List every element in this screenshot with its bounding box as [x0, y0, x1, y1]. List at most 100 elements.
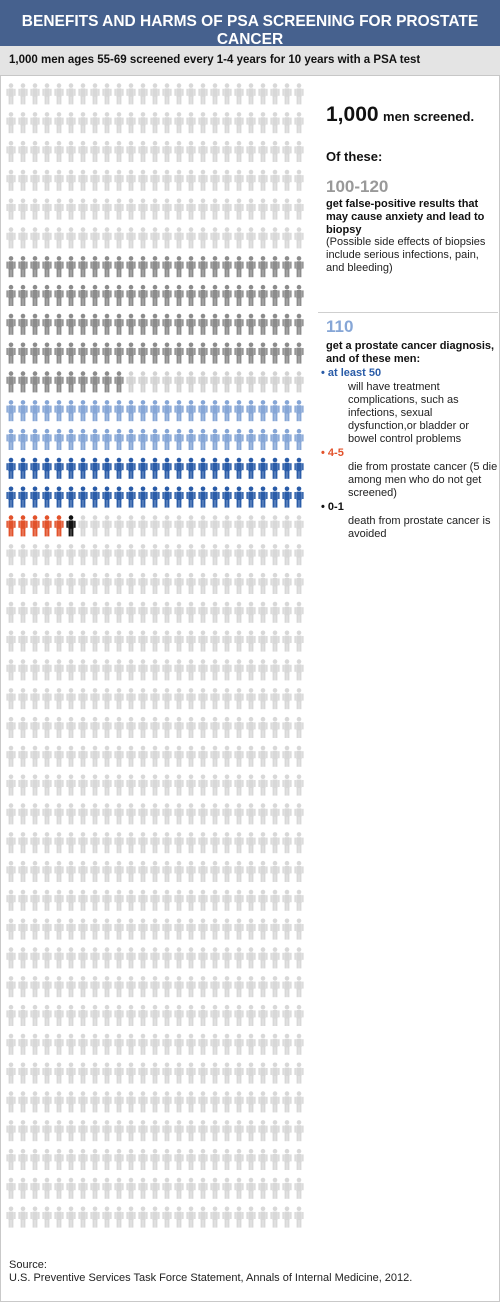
person-icon: [282, 688, 292, 710]
person-icon: [90, 515, 100, 537]
person-icon: [138, 1148, 148, 1170]
person-icon: [258, 1148, 268, 1170]
person-icon: [66, 832, 76, 854]
person-icon: [6, 659, 16, 681]
person-icon: [282, 256, 292, 278]
person-icon: [90, 284, 100, 306]
person-icon: [162, 515, 172, 537]
person-icon: [102, 342, 112, 364]
person-icon: [150, 572, 160, 594]
person-icon: [150, 1091, 160, 1113]
person-icon: [294, 1033, 304, 1055]
person-icon: [210, 1091, 220, 1113]
person-icon: [30, 256, 40, 278]
person-icon: [222, 112, 232, 134]
person-icon: [174, 774, 184, 796]
person-icon: [66, 976, 76, 998]
person-icon: [234, 630, 244, 652]
person-icon: [222, 428, 232, 450]
person-icon: [66, 371, 76, 393]
person-icon: [42, 140, 52, 162]
person-icon: [282, 400, 292, 422]
person-icon: [294, 630, 304, 652]
person-icon: [78, 716, 88, 738]
person-icon: [54, 544, 64, 566]
person-icon: [102, 1148, 112, 1170]
person-icon: [18, 745, 28, 767]
person-icon: [222, 371, 232, 393]
person-icon: [66, 1091, 76, 1113]
person-icon: [6, 947, 16, 969]
person-icon: [102, 918, 112, 940]
person-icon: [150, 688, 160, 710]
person-icon: [102, 428, 112, 450]
person-icon: [258, 400, 268, 422]
person-icon: [270, 688, 280, 710]
person-icon: [210, 256, 220, 278]
person-icon: [138, 169, 148, 191]
person-icon: [210, 688, 220, 710]
person-icon: [174, 457, 184, 479]
person-icon: [102, 889, 112, 911]
person-icon: [222, 457, 232, 479]
person-icon: [162, 371, 172, 393]
person-icon: [42, 227, 52, 249]
person-icon: [186, 659, 196, 681]
person-icon: [102, 976, 112, 998]
person-icon: [294, 1091, 304, 1113]
person-icon: [282, 544, 292, 566]
person-icon: [234, 1206, 244, 1228]
person-icon: [234, 486, 244, 508]
person-icon: [258, 601, 268, 623]
person-icon: [18, 803, 28, 825]
person-icon: [294, 918, 304, 940]
person-icon: [210, 947, 220, 969]
person-icon: [102, 227, 112, 249]
person-icon: [90, 1120, 100, 1142]
person-icon: [102, 486, 112, 508]
person-icon: [162, 1120, 172, 1142]
person-icon: [246, 1004, 256, 1026]
person-icon: [270, 716, 280, 738]
person-icon: [282, 601, 292, 623]
person-icon: [6, 544, 16, 566]
person-icon: [138, 745, 148, 767]
person-icon: [18, 313, 28, 335]
person-icon: [114, 1148, 124, 1170]
person-icon: [54, 342, 64, 364]
person-icon: [114, 918, 124, 940]
person-icon: [294, 745, 304, 767]
person-icon: [18, 515, 28, 537]
person-icon: [282, 659, 292, 681]
person-icon: [30, 486, 40, 508]
person-icon: [198, 83, 208, 105]
person-icon: [66, 1206, 76, 1228]
person-icon: [186, 486, 196, 508]
person-icon: [162, 1148, 172, 1170]
person-icon: [282, 976, 292, 998]
person-icon: [102, 688, 112, 710]
person-icon: [126, 1091, 136, 1113]
person-icon: [90, 572, 100, 594]
person-icon: [174, 832, 184, 854]
person-icon: [270, 1062, 280, 1084]
person-icon: [126, 486, 136, 508]
person-icon: [90, 716, 100, 738]
person-icon: [198, 486, 208, 508]
person-icon: [222, 342, 232, 364]
person-icon: [66, 630, 76, 652]
person-icon: [210, 83, 220, 105]
person-icon: [282, 947, 292, 969]
person-icon: [78, 169, 88, 191]
person-icon: [234, 774, 244, 796]
person-icon: [222, 1206, 232, 1228]
person-icon: [246, 976, 256, 998]
person-icon: [114, 313, 124, 335]
person-icon: [78, 515, 88, 537]
person-icon: [18, 630, 28, 652]
person-icon: [150, 313, 160, 335]
person-icon: [246, 918, 256, 940]
person-icon: [30, 1091, 40, 1113]
person-icon: [258, 918, 268, 940]
person-icon: [138, 1004, 148, 1026]
